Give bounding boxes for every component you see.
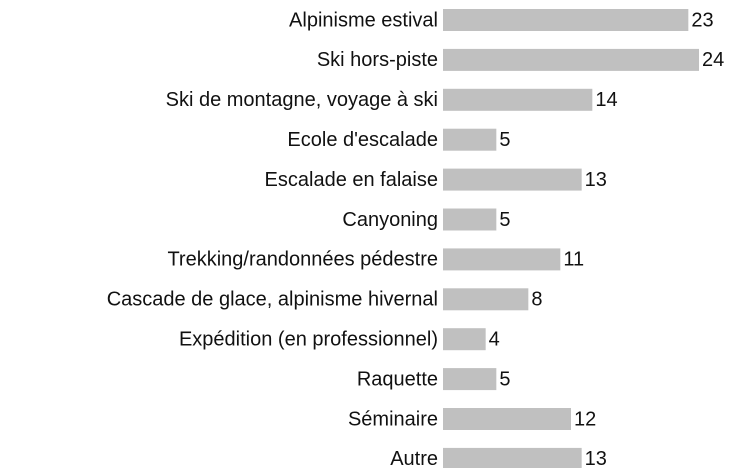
bar bbox=[443, 447, 582, 468]
value-label: 8 bbox=[531, 289, 542, 311]
bar bbox=[443, 328, 486, 351]
bar bbox=[443, 368, 497, 391]
value-label: 12 bbox=[574, 408, 596, 430]
value-label: 5 bbox=[499, 129, 510, 151]
category-label: Expédition (en professionnel) bbox=[179, 328, 438, 350]
value-label: 5 bbox=[499, 209, 510, 231]
bar bbox=[443, 88, 593, 111]
category-label: Séminaire bbox=[348, 408, 438, 430]
category-label: Ski de montagne, voyage à ski bbox=[166, 89, 438, 111]
bar bbox=[443, 208, 497, 231]
value-label: 24 bbox=[702, 49, 724, 71]
bar bbox=[443, 48, 699, 71]
category-label: Cascade de glace, alpinisme hivernal bbox=[107, 289, 438, 311]
category-label: Raquette bbox=[357, 368, 438, 390]
category-label: Trekking/randonnées pédestre bbox=[167, 249, 438, 271]
bar bbox=[443, 9, 689, 31]
category-label: Alpinisme estival bbox=[289, 9, 438, 31]
category-label: Ski hors-piste bbox=[317, 49, 438, 71]
bar bbox=[443, 408, 571, 430]
value-label: 23 bbox=[691, 9, 713, 31]
category-label: Canyoning bbox=[342, 209, 438, 231]
bar bbox=[443, 248, 561, 271]
value-label: 11 bbox=[563, 249, 584, 271]
category-label: Ecole d'escalade bbox=[287, 129, 438, 151]
bar bbox=[443, 128, 497, 151]
bar bbox=[443, 288, 529, 311]
value-label: 4 bbox=[489, 328, 500, 350]
value-label: 13 bbox=[585, 448, 607, 468]
category-label: Autre bbox=[390, 448, 438, 468]
category-label: Escalade en falaise bbox=[265, 169, 438, 191]
value-label: 5 bbox=[499, 368, 510, 390]
bar bbox=[443, 168, 582, 191]
value-label: 13 bbox=[585, 169, 607, 191]
value-label: 14 bbox=[595, 89, 617, 111]
